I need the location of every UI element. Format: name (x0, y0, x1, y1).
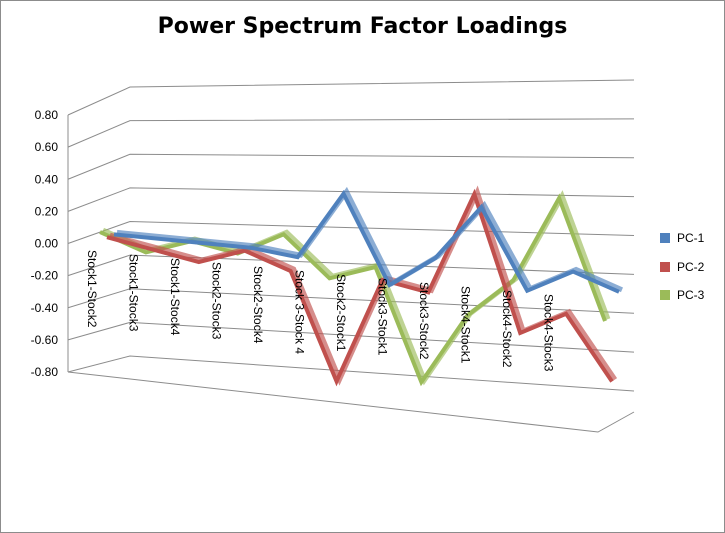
chart-title: Power Spectrum Factor Loadings (157, 14, 568, 39)
series-line-pc-2 (106, 188, 614, 387)
legend-swatch (660, 290, 670, 300)
legend-item-pc-1: PC-1 (660, 231, 705, 245)
legend-label: PC-1 (677, 231, 705, 245)
gridline (67, 118, 635, 148)
x-tick-label: Stock2-Stock3 (210, 262, 224, 340)
x-tick-label: Stock2-Stock4 (251, 266, 265, 344)
x-tick-label: Stock2-Stock1 (334, 274, 348, 352)
x-tick-label: Stock3-Stock2 (417, 282, 431, 360)
y-tick-label: -0.20 (31, 269, 59, 283)
legend-swatch (660, 262, 670, 272)
gridline (67, 254, 635, 277)
legend-label: PC-3 (677, 288, 705, 302)
legend-label: PC-2 (677, 260, 705, 274)
legend-item-pc-2: PC-2 (660, 260, 705, 274)
x-tick-label: Stock4-Stock3 (542, 294, 556, 372)
legend-swatch (660, 233, 670, 243)
x-tick-label: Stock1-Stock2 (85, 250, 99, 328)
gridline (67, 321, 635, 353)
gridline (67, 288, 635, 314)
x-tick-label: Stock1-Stock4 (168, 258, 182, 336)
gridline (67, 79, 635, 116)
x-tick-label: Stock4-Stock1 (459, 286, 473, 364)
x-tick-label: Stock1-Stock3 (127, 254, 141, 332)
y-tick-label: 0.60 (35, 140, 59, 154)
floor-edge (67, 371, 635, 433)
y-tick-label: 0.00 (35, 237, 59, 251)
gridline (67, 220, 635, 244)
y-tick-label: -0.80 (31, 365, 59, 379)
y-tick-label: 0.40 (35, 172, 59, 186)
gridline (67, 355, 635, 392)
series-line-pc-1 (113, 189, 620, 294)
y-tick-label: 0.80 (35, 108, 59, 122)
y-tick-label: -0.60 (31, 333, 59, 347)
y-tick-label: -0.40 (31, 301, 59, 315)
x-tick-label: Stock3-Stock1 (376, 278, 390, 356)
gridline (67, 187, 635, 212)
y-tick-label: 0.20 (35, 204, 59, 218)
gridline (67, 153, 635, 180)
x-tick-label: Stock4-Stock2 (500, 290, 514, 368)
legend-item-pc-3: PC-3 (660, 288, 705, 302)
x-tick-label: Stock 3-Stock 4 (293, 270, 307, 354)
gridlines (67, 79, 635, 392)
